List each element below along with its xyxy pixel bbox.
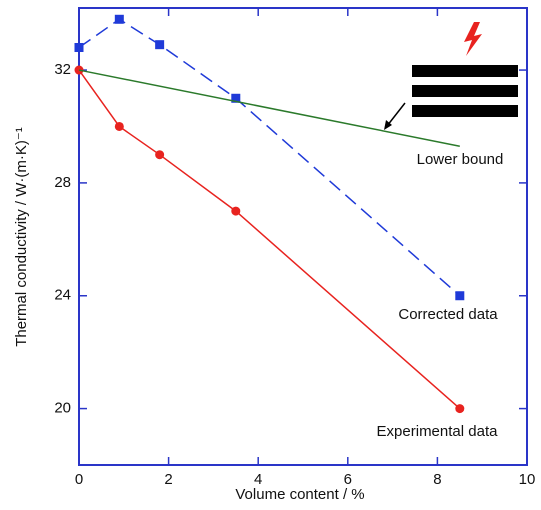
plot-frame xyxy=(78,7,528,466)
y-tick-label: 28 xyxy=(54,174,71,191)
data-point xyxy=(455,291,465,301)
data-point xyxy=(231,206,241,216)
x-tick-label: 0 xyxy=(75,471,83,488)
series-label: Lower bound xyxy=(417,151,504,168)
icon-stripe xyxy=(412,85,518,97)
icon-stripe xyxy=(412,65,518,77)
insulation-icon xyxy=(384,22,518,130)
x-tick-label: 4 xyxy=(254,471,262,488)
series-label: Experimental data xyxy=(377,423,499,440)
y-tick-label: 32 xyxy=(54,61,71,78)
icon-stripe xyxy=(412,105,518,117)
series-line xyxy=(78,69,461,410)
y-tick-label: 20 xyxy=(54,400,71,417)
series-label: Corrected data xyxy=(398,306,498,323)
series-line xyxy=(78,18,461,297)
x-tick-label: 2 xyxy=(164,471,172,488)
data-point xyxy=(155,40,165,50)
data-point xyxy=(74,42,84,52)
data-point xyxy=(114,14,124,24)
x-tick-label: 6 xyxy=(344,471,352,488)
icon-arrowhead xyxy=(384,120,392,130)
series-line xyxy=(78,69,460,147)
icon-arrow xyxy=(386,102,406,127)
y-tick-label: 24 xyxy=(54,287,71,304)
y-axis-label: Thermal conductivity / W·(m·K)⁻¹ xyxy=(13,127,30,347)
icon-lightning xyxy=(464,22,482,56)
data-point xyxy=(114,121,124,131)
x-tick-label: 8 xyxy=(433,471,441,488)
data-point xyxy=(155,150,165,160)
data-point xyxy=(455,404,465,414)
x-tick-label: 10 xyxy=(519,471,536,488)
data-point xyxy=(231,93,241,103)
x-axis-label: Volume content / % xyxy=(235,486,364,503)
